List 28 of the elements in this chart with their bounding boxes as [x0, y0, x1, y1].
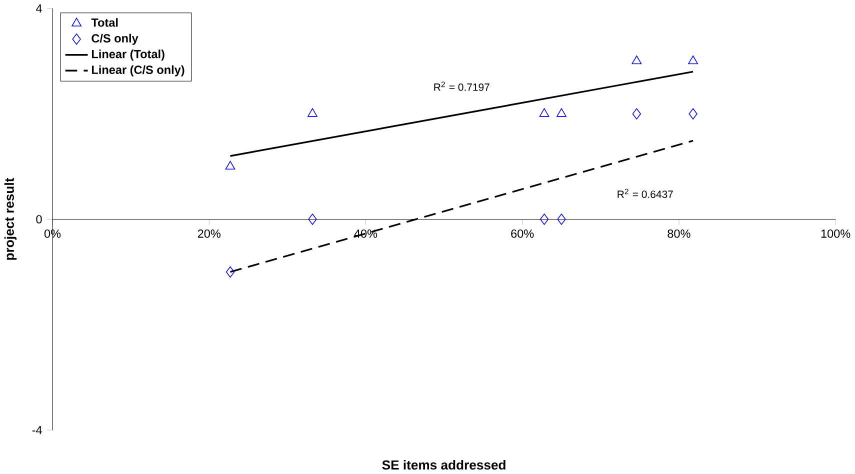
point	[225, 160, 236, 170]
legend-label: Total	[91, 18, 118, 27]
legend-label: Linear (C/S only)	[92, 65, 184, 76]
x-tick-label: 60%	[511, 229, 534, 238]
point	[632, 108, 641, 120]
annotation: R$^{2}$ = 0.7197	[434, 82, 490, 91]
point	[226, 266, 235, 278]
point	[557, 214, 566, 225]
point	[540, 214, 549, 225]
x-tick-label: 0%	[44, 229, 61, 238]
point	[556, 108, 566, 117]
point	[308, 214, 317, 225]
annotation: R$^{2}$ = 0.6437	[618, 188, 673, 198]
x-tick-label: 80%	[668, 229, 690, 238]
x-axis-title: SE items addressed	[382, 460, 506, 470]
y-tick-label: 0	[36, 215, 42, 224]
legend-label: C/S only	[92, 34, 138, 45]
point	[688, 108, 698, 120]
legend-label: Linear (Total)	[92, 50, 164, 61]
x-tick-label: 20%	[198, 229, 220, 238]
point	[539, 108, 550, 117]
point	[688, 55, 698, 64]
y-tick-label: -4	[32, 426, 42, 434]
y-axis-title: project result	[4, 178, 17, 260]
point	[632, 55, 642, 64]
point	[308, 108, 318, 117]
x-tick-label: 100%	[821, 229, 850, 238]
y-tick-label: 4	[36, 4, 42, 12]
